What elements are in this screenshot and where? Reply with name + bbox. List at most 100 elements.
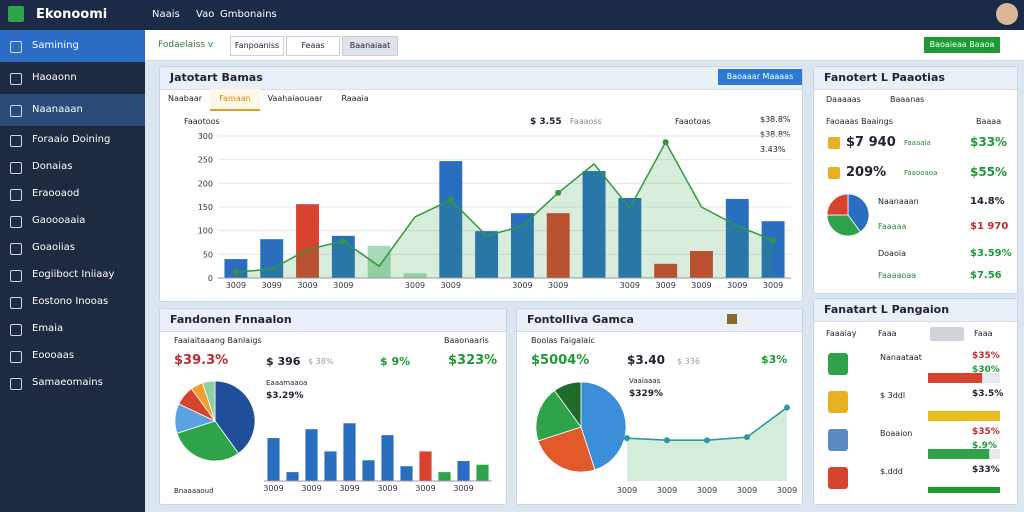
bar xyxy=(343,423,356,481)
column-head: Faaa xyxy=(974,329,993,338)
sidebar-item[interactable]: Eostono Inooas xyxy=(0,288,145,315)
sidebar: Samining Haoaonn Naanaaan Foraaio Doining Do… xyxy=(0,30,145,512)
nav[interactable]: Gmbonains xyxy=(220,9,277,20)
sidebar-item[interactable]: Samining xyxy=(0,30,145,62)
bar xyxy=(324,451,337,481)
icon xyxy=(10,73,22,85)
caption: $3.29% xyxy=(266,391,304,401)
sidebar-item[interactable]: Foraaio Doining xyxy=(0,126,145,153)
bar xyxy=(305,429,318,481)
x-tick-label: 3009 xyxy=(655,281,675,290)
x-tick-label: 3009 xyxy=(301,484,321,493)
bar xyxy=(439,161,463,278)
tab[interactable]: Famaan xyxy=(210,89,260,111)
icon xyxy=(10,350,22,363)
avatar[interactable] xyxy=(996,3,1018,25)
caption: Bnaaaaoud xyxy=(174,487,214,495)
sidebar-item[interactable]: Eogiiboct Iniiaay xyxy=(0,261,145,288)
label: Eoooaas xyxy=(32,349,75,361)
panel-title: Fontolliva Gamca xyxy=(517,309,802,332)
x-tick-label: 3009 xyxy=(763,281,783,290)
tab[interactable]: Naabaar xyxy=(168,94,202,103)
tab[interactable]: Raaaia xyxy=(341,94,369,103)
pie-slice xyxy=(847,193,870,233)
panel-title: Fanotert L Paaotias xyxy=(814,67,1017,90)
sidebar-item[interactable]: Emaia xyxy=(0,315,145,342)
bar xyxy=(381,435,394,481)
pie-slice xyxy=(202,380,216,422)
icon xyxy=(10,41,22,53)
tab[interactable]: Feaas xyxy=(286,36,340,56)
bar xyxy=(475,231,499,278)
column-head: Daaaaas xyxy=(826,95,861,104)
sidebar-item[interactable]: Samaeomains xyxy=(0,369,145,396)
value: $55% xyxy=(970,165,1008,179)
icon xyxy=(10,215,22,228)
top-bar xyxy=(0,0,1024,30)
label: Baaonaaris xyxy=(444,336,489,345)
point xyxy=(662,139,669,146)
nav[interactable]: Naais xyxy=(152,9,180,20)
filter[interactable]: Fodaelaiss v xyxy=(158,40,214,50)
y-tick-label: 150 xyxy=(198,203,213,212)
icon xyxy=(10,161,22,174)
caption: $329% xyxy=(629,389,664,399)
column-head: Faaaiay xyxy=(826,329,857,338)
tab[interactable]: Baanaiaat xyxy=(342,36,398,56)
sidebar-item[interactable]: Eraooaod xyxy=(0,180,145,207)
x-tick-label: 3009 xyxy=(727,281,747,290)
icon xyxy=(828,391,848,413)
icon xyxy=(10,296,22,309)
value: $35% xyxy=(972,427,1000,437)
x-tick-label: 3009 xyxy=(441,281,461,290)
icon xyxy=(828,353,848,375)
value: $33% xyxy=(970,135,1008,149)
side-legend: 3.43% xyxy=(760,145,786,154)
point xyxy=(555,189,562,196)
bar xyxy=(362,460,375,481)
sidebar-item[interactable]: Gaoooaaia xyxy=(0,207,145,234)
point xyxy=(744,434,750,441)
value: $7 940 xyxy=(846,135,896,150)
bar xyxy=(546,213,570,278)
icon xyxy=(828,167,840,179)
pie-slice xyxy=(176,420,240,462)
sidebar-item[interactable]: Goaoiias xyxy=(0,234,145,261)
toggle[interactable] xyxy=(930,327,964,341)
y-tick-label: 250 xyxy=(198,156,213,165)
area xyxy=(627,407,787,481)
x-tick-label: 3009 xyxy=(333,281,353,290)
pie-slice xyxy=(826,193,849,216)
line xyxy=(235,140,774,274)
bar xyxy=(260,239,284,278)
point xyxy=(664,437,670,444)
sidebar-item[interactable]: Haoaonn xyxy=(0,62,145,94)
tab[interactable]: Fanpoaniss xyxy=(230,36,284,56)
y-tick-label: 100 xyxy=(198,227,213,236)
bar-chart: 3009 3009 3099 3009 3009 3009 xyxy=(263,423,492,493)
bar xyxy=(582,171,606,278)
figure: $39.3% xyxy=(174,353,229,368)
figure: $ 396 xyxy=(266,355,301,368)
figure: $ 9% xyxy=(380,355,411,368)
x-tick-label: 3009 xyxy=(548,281,568,290)
sidebar-item[interactable]: Donaias xyxy=(0,153,145,180)
button[interactable]: Baoaaar Maaaas xyxy=(718,69,802,85)
value: $.9% xyxy=(972,441,997,451)
nav[interactable]: Vao xyxy=(196,9,215,20)
label: Gaoooaaia xyxy=(32,214,86,226)
sidebar-item[interactable]: Naanaaan xyxy=(0,94,145,126)
sidebar-item[interactable]: Eoooaas xyxy=(0,342,145,369)
tab[interactable]: Vaahaiaouaar xyxy=(267,94,323,103)
line-chart: 3009 3009 3009 3009 3009 xyxy=(617,404,797,495)
figure: $ 336 xyxy=(677,357,700,366)
x-tick-label: 3009 xyxy=(657,486,677,495)
caption: Eaaamaaoa xyxy=(266,379,308,387)
progress-bar xyxy=(928,411,1000,421)
action-button[interactable]: Baoaieaa Baaoa xyxy=(924,37,1000,53)
value: $3.59% xyxy=(970,248,1012,259)
y-tick-label: 0 xyxy=(208,274,213,283)
label: Foraaio Doining xyxy=(32,133,111,145)
bar xyxy=(476,464,489,481)
